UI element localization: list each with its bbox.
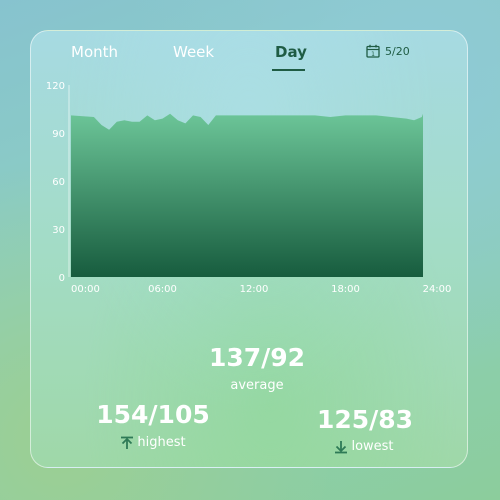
y-tick-label: 90 <box>52 129 65 140</box>
tab-day[interactable]: Day <box>275 43 307 61</box>
lowest-stat: lowest <box>314 439 414 454</box>
active-tab-indicator <box>272 69 305 71</box>
average-value: 137/92 <box>208 343 306 372</box>
tab-week[interactable]: Week <box>173 43 215 61</box>
calendar-icon: 1 <box>366 44 380 58</box>
chart-area-series <box>71 113 423 277</box>
tab-month[interactable]: Month <box>71 43 119 61</box>
arrow-up-icon <box>121 436 134 449</box>
y-tick-label: 120 <box>46 81 65 92</box>
y-tick-label: 0 <box>59 273 65 284</box>
y-tick-label: 30 <box>52 225 65 236</box>
lowest-value: 125/83 <box>316 405 414 434</box>
x-tick-label: 18:00 <box>331 284 360 295</box>
highest-stat: highest <box>103 435 203 450</box>
arrow-down-icon <box>335 440 348 453</box>
x-tick-label: 00:00 <box>71 284 100 295</box>
date-label: 5/20 <box>385 44 410 58</box>
x-tick-label: 24:00 <box>423 284 452 295</box>
date-picker[interactable]: 1 5/20 <box>366 44 410 58</box>
x-tick-label: 06:00 <box>148 284 177 295</box>
lowest-label: lowest <box>351 439 394 454</box>
highest-value: 154/105 <box>96 400 210 429</box>
y-tick-label: 60 <box>52 177 65 188</box>
highest-label: highest <box>137 435 186 450</box>
svg-text:1: 1 <box>371 51 375 58</box>
x-tick-label: 12:00 <box>240 284 269 295</box>
average-label: average <box>230 378 284 393</box>
